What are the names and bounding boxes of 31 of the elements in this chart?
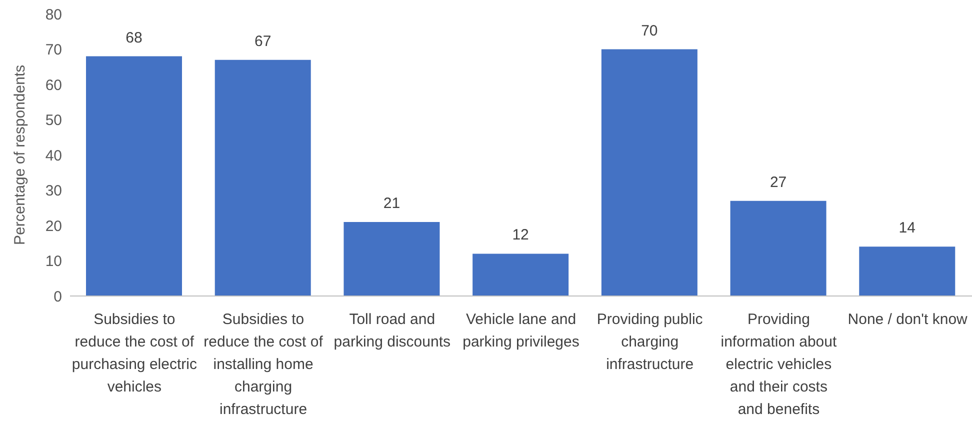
y-tick-label: 70: [45, 42, 62, 59]
data-label: 27: [770, 174, 787, 191]
y-tick-label: 0: [54, 288, 62, 306]
bar: [859, 246, 956, 296]
y-tick-label: 40: [45, 147, 62, 164]
bar: [601, 49, 698, 296]
bar: [214, 60, 311, 296]
x-tick-label: Providing public charging infrastructure: [596, 311, 704, 373]
data-label: 67: [254, 32, 272, 50]
bar: [86, 56, 182, 296]
y-tick-label: 60: [45, 76, 62, 94]
x-tick-label: None / don't know: [848, 311, 968, 328]
y-tick-label: 10: [45, 253, 62, 270]
y-tick-label: 20: [45, 218, 62, 235]
y-tick-label: 30: [45, 182, 62, 200]
bar: [472, 254, 569, 296]
y-axis-title: Percentage of respondents: [11, 64, 28, 245]
x-tick-label: Vehicle lane and parking privileges: [462, 311, 580, 350]
data-label: 21: [383, 194, 400, 212]
data-label: 68: [126, 29, 142, 46]
data-label: 14: [898, 220, 916, 237]
x-tick-label: Subsidies to reduce the cost of installing home charging infrastructure: [204, 311, 324, 418]
data-label: 12: [512, 226, 529, 244]
y-tick-label: 80: [45, 6, 62, 24]
bar: [730, 200, 826, 296]
x-tick-label: Subsidies to reduce the cost of purchasing electric vehicles: [72, 311, 198, 396]
y-tick-label: 50: [45, 112, 62, 130]
bar: [344, 222, 440, 296]
x-tick-label: Providing information about electric vehicles and their costs and benefits: [720, 311, 838, 418]
x-tick-label: Toll road and parking discounts: [334, 311, 451, 350]
data-label: 70: [641, 22, 658, 40]
